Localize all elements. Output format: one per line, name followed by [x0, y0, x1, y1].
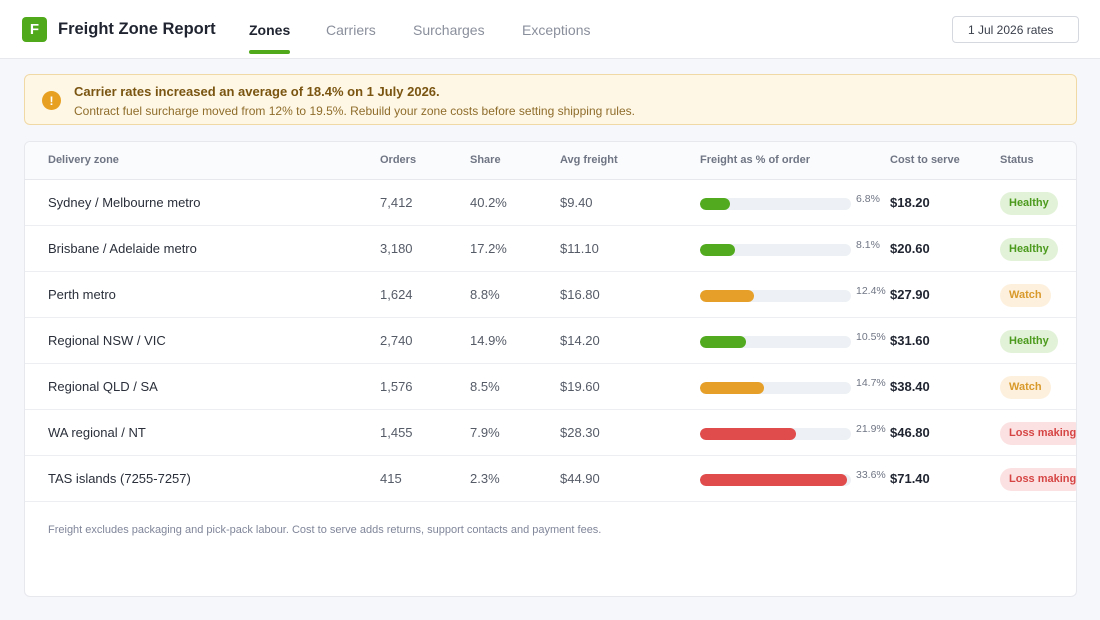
freight-pct-bar: [700, 428, 851, 440]
freight-pct-bar-fill: [700, 474, 847, 486]
table-row[interactable]: Brisbane / Adelaide metro 3,180 17.2% $11.1…: [25, 226, 1076, 272]
status-badge: Watch: [1000, 284, 1051, 307]
status-badge: Loss making: [1000, 422, 1076, 445]
table-row[interactable]: TAS islands (7255-7257) 415 2.3% $44.90 $71.…: [25, 456, 1076, 502]
freight-pct-bar-fill: [700, 336, 746, 348]
cost-to-serve-value: $31.60: [890, 333, 930, 348]
avg-freight-value: $11.10: [560, 241, 599, 256]
zone-name: Perth metro: [48, 287, 116, 302]
avg-freight-value: $44.90: [560, 471, 600, 486]
header-orders: Orders: [380, 154, 417, 166]
avg-freight-value: $14.20: [560, 333, 600, 348]
status-badge: Healthy: [1000, 238, 1058, 261]
avg-freight-value: $9.40: [560, 195, 593, 210]
table-row[interactable]: Sydney / Melbourne metro 7,412 40.2% $9.40 $…: [25, 180, 1076, 226]
status-badge: Loss making: [1000, 468, 1076, 491]
status-badge: Watch: [1000, 376, 1051, 399]
alert-title: Carrier rates increased an average of 18…: [74, 84, 440, 99]
freight-pct-bar: [700, 290, 851, 302]
header-share: Share: [470, 154, 501, 166]
freight-pct-bar: [700, 336, 851, 348]
status-badge: Healthy: [1000, 192, 1058, 215]
share-value: 17.2%: [470, 241, 507, 256]
zones-table-card: Delivery zone Orders Share Avg freight F…: [24, 141, 1077, 597]
header-status: Status: [1000, 154, 1034, 166]
freight-pct-bar-fill: [700, 382, 764, 394]
share-value: 8.5%: [470, 379, 500, 394]
share-value: 40.2%: [470, 195, 507, 210]
freight-pct-label: 8.1%: [856, 239, 880, 251]
avg-freight-value: $28.30: [560, 425, 600, 440]
freight-pct-label: 6.8%: [856, 193, 880, 205]
freight-pct-label: 14.7%: [856, 377, 886, 389]
header-delivery-zone: Delivery zone: [48, 154, 119, 166]
app-logo: F: [22, 17, 47, 42]
footnote: Freight excludes packaging and pick-pack…: [48, 524, 602, 536]
freight-pct-bar: [700, 382, 851, 394]
zone-name: Sydney / Melbourne metro: [48, 195, 201, 210]
orders-value: 1,455: [380, 425, 413, 440]
tab-exceptions[interactable]: Exceptions: [522, 22, 591, 38]
cost-to-serve-value: $27.90: [890, 287, 930, 302]
freight-pct-bar: [700, 198, 851, 210]
exclamation-icon: !: [42, 91, 61, 110]
header-freight-pct: Freight as % of order: [700, 154, 811, 166]
share-value: 7.9%: [470, 425, 500, 440]
rates-date-select[interactable]: 1 Jul 2026 rates: [952, 16, 1079, 43]
orders-value: 1,624: [380, 287, 413, 302]
avg-freight-value: $16.80: [560, 287, 600, 302]
alert-body: Contract fuel surcharge moved from 12% t…: [74, 104, 635, 118]
zone-name: Regional QLD / SA: [48, 379, 158, 394]
table-row[interactable]: Regional NSW / VIC 2,740 14.9% $14.20 $31.60…: [25, 318, 1076, 364]
zone-name: Regional NSW / VIC: [48, 333, 166, 348]
freight-pct-bar-fill: [700, 244, 735, 256]
cost-to-serve-value: $71.40: [890, 471, 930, 486]
cost-to-serve-value: $18.20: [890, 195, 930, 210]
freight-pct-bar: [700, 244, 851, 256]
share-value: 14.9%: [470, 333, 507, 348]
orders-value: 2,740: [380, 333, 413, 348]
app-title: Freight Zone Report: [58, 20, 216, 38]
freight-pct-label: 33.6%: [856, 469, 886, 481]
orders-value: 1,576: [380, 379, 413, 394]
header-avg-freight: Avg freight: [560, 154, 618, 166]
freight-pct-label: 21.9%: [856, 423, 886, 435]
freight-pct-label: 12.4%: [856, 285, 886, 297]
table-header: Delivery zone Orders Share Avg freight F…: [25, 142, 1076, 180]
freight-pct-bar-fill: [700, 198, 730, 210]
freight-pct-bar: [700, 474, 851, 486]
orders-value: 7,412: [380, 195, 413, 210]
cost-to-serve-value: $20.60: [890, 241, 930, 256]
table-row[interactable]: Perth metro 1,624 8.8% $16.80 $27.90 12.4% Wat…: [25, 272, 1076, 318]
zone-name: TAS islands (7255-7257): [48, 471, 191, 486]
share-value: 8.8%: [470, 287, 500, 302]
freight-pct-label: 10.5%: [856, 331, 886, 343]
freight-pct-bar-fill: [700, 428, 796, 440]
top-bar: F Freight Zone Report Zones Carriers Sur…: [0, 0, 1100, 59]
table-row[interactable]: WA regional / NT 1,455 7.9% $28.30 $46.80 21.…: [25, 410, 1076, 456]
table-row[interactable]: Regional QLD / SA 1,576 8.5% $19.60 $38.40 14…: [25, 364, 1076, 410]
rate-increase-alert: ! Carrier rates increased an average of …: [24, 74, 1077, 125]
zone-name: WA regional / NT: [48, 425, 146, 440]
status-badge: Healthy: [1000, 330, 1058, 353]
avg-freight-value: $19.60: [560, 379, 600, 394]
orders-value: 415: [380, 471, 402, 486]
tab-zones[interactable]: Zones: [249, 22, 291, 54]
cost-to-serve-value: $38.40: [890, 379, 930, 394]
orders-value: 3,180: [380, 241, 413, 256]
header-cost-to-serve: Cost to serve: [890, 154, 960, 166]
tab-carriers[interactable]: Carriers: [326, 22, 376, 38]
freight-pct-bar-fill: [700, 290, 754, 302]
cost-to-serve-value: $46.80: [890, 425, 930, 440]
share-value: 2.3%: [470, 471, 500, 486]
zone-name: Brisbane / Adelaide metro: [48, 241, 197, 256]
tab-surcharges[interactable]: Surcharges: [413, 22, 485, 38]
